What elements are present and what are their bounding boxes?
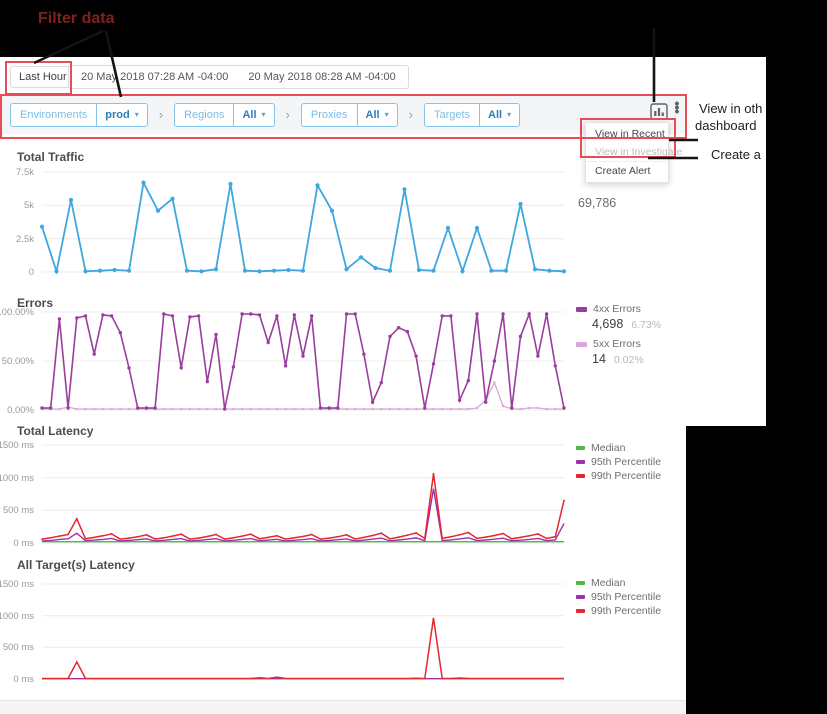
chevron-right-icon: ›: [158, 107, 164, 122]
start-time: 20 May 2018 07:28 AM -04:00: [81, 71, 229, 83]
y-tick: 1500 ms: [0, 440, 34, 451]
y-tick: 0 ms: [13, 674, 34, 685]
filter-value: prod: [105, 108, 130, 121]
legend-total-latency: Median 95th Percentile 99th Percentile: [576, 441, 661, 483]
series-swatch: [576, 581, 585, 585]
y-tick: 500 ms: [2, 642, 34, 654]
caret-down-icon: ▾: [507, 110, 512, 119]
legend-target-latency: Median 95th Percentile 99th Percentile: [576, 576, 661, 618]
plot-errors: [40, 311, 566, 411]
legend-4xx-pct: 6.73%: [631, 319, 662, 331]
menu-item-view-in-recent[interactable]: View in Recent: [595, 128, 665, 140]
filter-label: Targets: [433, 108, 471, 121]
kebab-menu-icon[interactable]: • • •: [674, 95, 680, 119]
plot-total-traffic: [39, 171, 567, 275]
annotation-view-other-line2: dashboard: [695, 118, 757, 133]
series-swatch: [576, 609, 585, 613]
legend-row: Median: [576, 441, 661, 455]
filter-label: Environments: [20, 108, 88, 121]
filter-pill-regions[interactable]: Regions All ▾: [174, 102, 275, 127]
legend-row: 99th Percentile: [576, 604, 661, 618]
traffic-total-value: 69,786: [578, 196, 617, 210]
y-tick: 1000 ms: [0, 472, 34, 484]
y-tick: 100.00%: [0, 307, 34, 318]
errors-legend: 4xx Errors 4,698 6.73% 5xx Errors 14 0.02%: [576, 303, 661, 373]
chart-title-total-traffic: Total Traffic: [17, 150, 85, 164]
legend-5xx-pct: 0.02%: [613, 354, 644, 366]
filter-pill-environments[interactable]: Environments prod ▾: [10, 102, 148, 127]
end-time: 20 May 2018 08:28 AM -04:00: [248, 71, 396, 83]
legend-label: Median: [591, 442, 626, 454]
filter-label: Proxies: [310, 108, 348, 121]
y-tick: 2.5k: [16, 233, 34, 245]
y-tick: 50.00%: [1, 356, 34, 367]
legend-row: 95th Percentile: [576, 590, 661, 604]
caret-down-icon: ▾: [261, 110, 266, 119]
y-axis-total-traffic: 7.5k 5k 2.5k 0: [0, 167, 36, 278]
plot-target-latency: [42, 583, 564, 680]
caret-down-icon: ▾: [134, 110, 139, 119]
chart-title-target-latency: All Target(s) Latency: [17, 558, 135, 572]
legend-5xx-label: 5xx Errors: [593, 338, 641, 350]
menu-item-create-alert[interactable]: Create Alert: [586, 161, 668, 180]
legend-label: 99th Percentile: [591, 605, 662, 617]
bar-chart-icon[interactable]: [650, 103, 668, 120]
filter-bar: Environments prod ▾ › Regions All ▾ › Prox…: [0, 95, 686, 134]
series-swatch: [576, 595, 585, 599]
legend-label: Median: [591, 577, 626, 589]
legend-label: 95th Percentile: [591, 456, 662, 468]
filter-value: All: [242, 108, 257, 121]
y-tick: 0.00%: [7, 405, 34, 416]
filter-label: Regions: [184, 108, 225, 121]
footer-bar: [0, 700, 686, 714]
legend-label: 95th Percentile: [591, 591, 662, 603]
caret-down-icon: ▾: [384, 110, 389, 119]
annotation-filter-data: Filter data: [38, 10, 115, 27]
y-tick: 0 ms: [13, 538, 34, 549]
menu-item-view-in-investigate: View in Investigate: [595, 146, 683, 158]
filter-pill-proxies[interactable]: Proxies All ▾: [300, 102, 398, 127]
legend-row: Median: [576, 576, 661, 590]
legend-5xx-value: 14: [592, 352, 606, 366]
chart-title-total-latency: Total Latency: [17, 424, 94, 438]
annotation-callout-area: View in oth dashboard Create a: [686, 57, 766, 426]
context-menu: View in Recent View in Investigate Creat…: [585, 122, 683, 183]
series-swatch-4xx: [576, 306, 587, 312]
y-tick: 7.5k: [16, 167, 34, 178]
y-axis-errors: 100.00% 50.00% 0.00%: [0, 307, 36, 416]
series-swatch: [576, 474, 585, 478]
plot-total-latency: [41, 444, 565, 544]
y-tick: 1500 ms: [0, 579, 34, 590]
chevron-right-icon: ›: [408, 107, 413, 122]
y-axis-target-latency: 1500 ms 1000 ms 500 ms 0 ms: [0, 579, 36, 685]
series-swatch: [576, 446, 585, 450]
filter-pill-targets[interactable]: Targets All ▾: [423, 102, 521, 127]
y-axis-total-latency: 1500 ms 1000 ms 500 ms 0 ms: [0, 440, 36, 549]
chevron-right-icon: ›: [285, 107, 290, 122]
y-tick: 0: [28, 267, 34, 278]
time-range-label: Last Hour: [19, 71, 67, 83]
annotation-view-other-line1: View in oth: [699, 101, 763, 116]
date-range-picker[interactable]: 20 May 2018 07:28 AM -04:00 20 May 2018 …: [68, 65, 409, 89]
legend-row: 95th Percentile: [576, 455, 661, 469]
annotation-create-alert: Create a: [711, 147, 761, 162]
y-tick: 1000 ms: [0, 610, 34, 622]
y-tick: 500 ms: [2, 505, 34, 517]
legend-4xx-value: 4,698: [592, 317, 624, 331]
legend-label: 99th Percentile: [591, 470, 662, 482]
filter-value: All: [488, 108, 503, 121]
series-swatch-5xx: [576, 341, 587, 347]
legend-row: 99th Percentile: [576, 469, 661, 483]
chart-title-errors: Errors: [17, 296, 54, 310]
legend-4xx-label: 4xx Errors: [593, 303, 641, 315]
filter-value: All: [365, 108, 380, 121]
series-swatch: [576, 460, 585, 464]
apigee-dashboard-window: Last Hour ▾ 20 May 2018 07:28 AM -04:00 …: [0, 57, 686, 714]
y-tick: 5k: [23, 200, 34, 212]
time-range-dropdown[interactable]: Last Hour ▾: [10, 66, 85, 88]
